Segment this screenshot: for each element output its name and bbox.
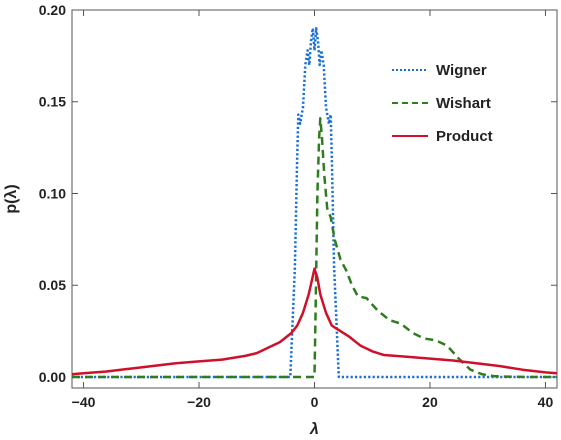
series-layer — [71, 27, 558, 379]
series-line-wigner — [72, 27, 557, 379]
x-axis-title: λ — [309, 421, 319, 438]
legend: Wigner Wishart Product — [392, 62, 493, 145]
legend-label-product: Product — [436, 128, 493, 145]
x-tick-label: 40 — [538, 394, 554, 410]
y-tick-label: 0.15 — [39, 94, 66, 110]
x-tick-label: 20 — [422, 394, 438, 410]
x-tick-label: −20 — [187, 394, 211, 410]
series-line-wishart — [72, 117, 557, 379]
y-axis-title: p(λ) — [3, 184, 20, 213]
x-tick-label: −40 — [72, 394, 96, 410]
y-tick-label: 0.00 — [39, 369, 66, 385]
legend-label-wishart: Wishart — [436, 95, 491, 112]
y-tick-label: 0.05 — [39, 277, 66, 293]
x-tick-label: 0 — [311, 394, 319, 410]
y-axis-ticks: 0.00 0.05 0.10 0.15 0.20 — [39, 2, 557, 385]
x-axis-ticks: −40 −20 0 20 40 — [72, 10, 554, 410]
y-tick-label: 0.20 — [39, 2, 66, 18]
y-tick-label: 0.10 — [39, 185, 66, 201]
series-line-product — [71, 267, 558, 376]
legend-label-wigner: Wigner — [436, 62, 487, 79]
